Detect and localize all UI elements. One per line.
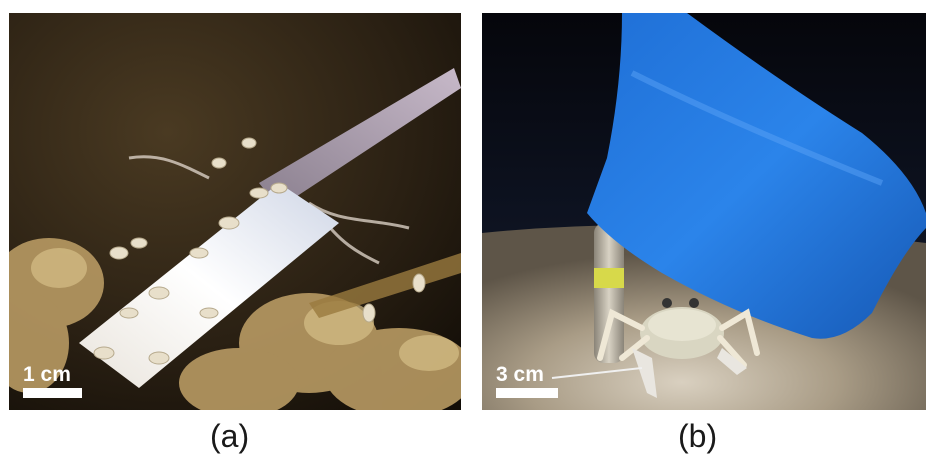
scale-bar-line-b	[496, 388, 558, 398]
ghost-crab-flag-photo	[482, 13, 926, 410]
caption-b: (b)	[678, 418, 718, 454]
amphipod-carcass-photo	[9, 13, 461, 410]
scale-bar-line-a	[23, 388, 82, 398]
scale-bar-b: 3 cm	[496, 364, 558, 398]
photo-panel-b: 3 cm	[482, 13, 926, 410]
scale-label-b: 3 cm	[496, 363, 544, 386]
scale-bar-a: 1 cm	[23, 364, 82, 398]
photo-panel-a: 1 cm	[9, 13, 461, 410]
scale-label-a: 1 cm	[23, 363, 71, 386]
caption-a: (a)	[210, 418, 250, 454]
